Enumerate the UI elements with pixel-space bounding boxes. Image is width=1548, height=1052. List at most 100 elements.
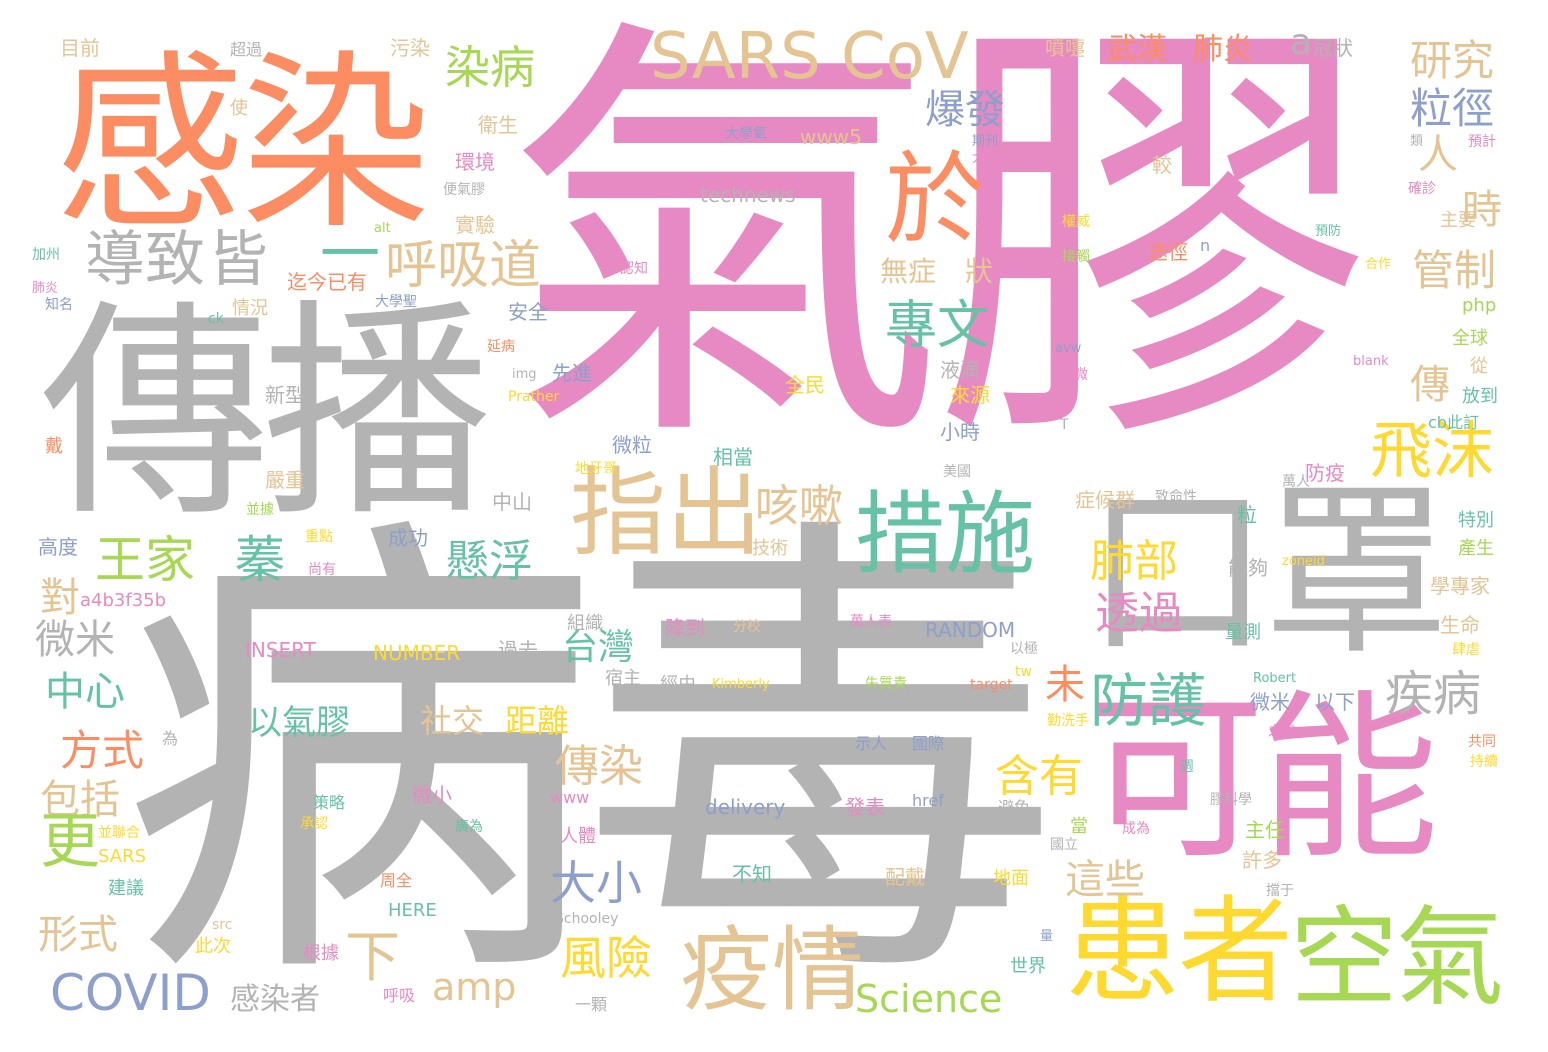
word-cloud-term: 成功 — [388, 526, 428, 550]
word-cloud-term: 於 — [885, 141, 985, 258]
word-cloud-term: 之處 — [1268, 724, 1296, 740]
word-cloud-term: 承認 — [300, 816, 328, 832]
word-cloud-term: 社交 — [420, 702, 485, 740]
word-cloud-term: 相當 — [713, 445, 753, 469]
word-cloud-term: 主要 — [1440, 210, 1476, 231]
word-cloud-term: 大學氣 — [725, 126, 767, 142]
word-cloud-term: 途徑 — [1148, 240, 1188, 264]
word-cloud-term: 大學聖 — [375, 294, 417, 310]
word-cloud-term: 防護 — [1090, 667, 1207, 735]
word-cloud-term: 冠狀 — [1313, 36, 1353, 60]
word-cloud-term: a4b3f35b — [80, 590, 167, 611]
word-cloud-term: 小時 — [940, 420, 980, 444]
word-cloud-term: 空氣 — [1290, 896, 1504, 1021]
word-cloud-term: 國立 — [1050, 837, 1078, 853]
word-cloud-term: Schooley — [555, 911, 619, 927]
word-cloud-term: 呼吸道 — [385, 236, 542, 296]
word-cloud-term: 更 — [40, 807, 100, 877]
word-cloud-term: 呼吸 — [383, 986, 416, 1005]
word-cloud-term: href — [912, 791, 944, 810]
word-cloud-term: 較 — [1152, 153, 1172, 177]
word-cloud-term: 傳染 — [555, 741, 643, 792]
word-cloud-term: 微粒 — [612, 433, 652, 457]
word-cloud-term: 降到 — [665, 616, 705, 640]
word-cloud-term: 發表 — [845, 795, 885, 819]
word-cloud-term: 接觸 — [1062, 249, 1090, 265]
word-cloud-term: 這些 — [1065, 857, 1145, 903]
word-cloud-term: HERE — [388, 900, 437, 921]
word-cloud-term: WHO — [572, 178, 623, 202]
word-cloud-term: target — [970, 677, 1013, 693]
word-cloud-term: 策略 — [313, 793, 346, 812]
word-cloud-term: 措施 — [855, 482, 1035, 587]
word-cloud-term: 微米 — [1250, 690, 1290, 714]
word-cloud-term: 學專家 — [1430, 574, 1490, 598]
word-cloud-term: 中山 — [492, 490, 532, 514]
word-cloud-term: 爆發 — [925, 87, 1005, 133]
word-cloud-term: 戴 — [45, 436, 63, 457]
word-cloud-term: ck — [208, 311, 224, 327]
word-cloud-term: 世界 — [1010, 956, 1046, 977]
word-cloud-term: 預防 — [1315, 224, 1342, 239]
word-cloud-term: www — [550, 788, 590, 807]
word-cloud-term: 咳嗽 — [755, 481, 843, 532]
word-cloud-term: 狀 — [965, 255, 994, 288]
word-cloud-term: 從 — [1470, 356, 1488, 377]
word-cloud-term: php — [1462, 295, 1497, 316]
word-cloud-term: SARS CoV — [650, 20, 969, 94]
word-cloud-term: 此次 — [195, 936, 231, 957]
word-cloud-term: 分校 — [733, 619, 761, 635]
word-cloud-term: 導致 — [85, 225, 205, 295]
word-cloud-term: RANDOM — [925, 618, 1016, 642]
word-cloud-term: 形式 — [38, 912, 118, 958]
word-cloud-term: 大眾 — [972, 151, 999, 166]
word-cloud-term: 新型 — [265, 383, 305, 407]
word-cloud-term: 皆 — [208, 225, 268, 295]
word-cloud-term: 距離 — [505, 702, 570, 740]
word-cloud-term: 擋于 — [1266, 883, 1294, 899]
word-cloud-term: 無症 — [880, 255, 937, 288]
word-cloud-term: 當 — [1070, 816, 1088, 837]
word-cloud-term: 萬人 — [1282, 474, 1310, 490]
word-cloud-term: 透過 — [1095, 588, 1183, 639]
word-cloud-term: www5 — [800, 125, 862, 149]
word-cloud-term: 口罩 — [1085, 464, 1449, 680]
word-cloud-term: Kimberly — [712, 677, 770, 692]
word-cloud-term: 持續 — [1470, 754, 1498, 770]
word-cloud-term: 類 — [1410, 134, 1424, 149]
word-cloud-term: COVID — [50, 964, 211, 1022]
word-cloud-term: 萬人表 — [850, 614, 892, 630]
word-cloud-term: 成為 — [1122, 821, 1150, 837]
word-cloud-term: 許多 — [1242, 848, 1282, 872]
word-cloud-term: 主任 — [1245, 818, 1285, 842]
word-cloud-term: 下 — [345, 925, 401, 989]
word-cloud-term: 失質責 — [865, 676, 907, 692]
word-cloud-term: 患者 — [1065, 885, 1293, 1019]
word-cloud-term: delivery — [705, 795, 786, 819]
word-cloud-term: NUMBER — [373, 641, 461, 665]
word-cloud-term: 技術 — [752, 538, 788, 559]
word-cloud-term: 美國 — [943, 464, 971, 480]
word-cloud-term: 肺炎 — [32, 281, 59, 296]
word-cloud-term: 衛生 — [478, 113, 518, 137]
word-cloud-term: 廣為 — [455, 819, 483, 835]
word-cloud-term: 權威 — [1062, 214, 1090, 230]
word-cloud-term: 傳播 — [40, 281, 492, 548]
word-cloud-term: 迄今已有 — [287, 270, 367, 294]
word-cloud-term: INSERT — [245, 638, 316, 662]
word-cloud-term: 放到 — [1462, 386, 1498, 407]
word-cloud-term: T — [1060, 417, 1069, 433]
word-cloud-term: 致命性 — [1155, 489, 1197, 505]
word-cloud-term: 對 — [40, 575, 80, 621]
word-cloud-term: 建議 — [108, 878, 144, 899]
word-cloud-term: 共同 — [1468, 734, 1496, 750]
word-cloud-term: avw — [1055, 341, 1082, 356]
word-cloud-term: 經由 — [660, 674, 696, 695]
word-cloud-term: 感染 — [55, 34, 431, 255]
word-cloud-term: 武漢 — [1107, 32, 1167, 67]
word-cloud-term: 一 — [320, 220, 380, 290]
word-cloud-term: src — [212, 917, 233, 933]
word-cloud-term: 一顆 — [575, 995, 608, 1014]
word-cloud-term: technews — [700, 183, 796, 207]
